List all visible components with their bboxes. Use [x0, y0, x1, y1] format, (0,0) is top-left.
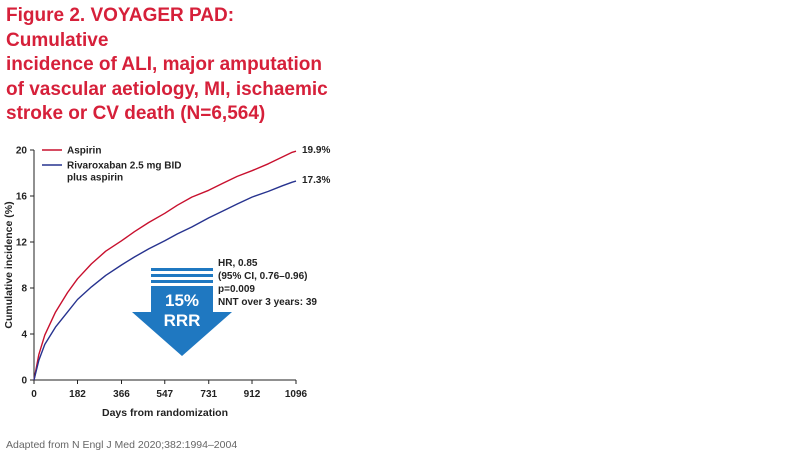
end-label-aspirin: 19.9% [302, 145, 330, 156]
x-tick-label: 912 [244, 389, 261, 400]
stats-nnt: NNT over 3 years: 39 [218, 297, 317, 308]
source-citation: Adapted from N Engl J Med 2020;382:1994–… [6, 439, 238, 451]
figure-title: Figure 2. VOYAGER PAD: Cumulative incide… [6, 5, 328, 124]
x-tick-label: 182 [69, 389, 86, 400]
x-tick-label: 731 [200, 389, 217, 400]
x-tick-label: 547 [156, 389, 173, 400]
y-tick-label: 20 [16, 146, 28, 157]
y-tick-label: 4 [21, 330, 27, 341]
x-ticks: 0 182 366 547 731 912 1096 [31, 380, 308, 400]
hazard-ratio-stats: HR, 0.85 (95% CI, 0.76–0.96) p=0.009 NNT… [218, 258, 317, 308]
y-tick-label: 12 [16, 238, 28, 249]
y-ticks: 0 4 8 12 16 20 [16, 146, 34, 387]
legend-label-rivaroxaban-line1: Rivaroxaban 2.5 mg BID [67, 161, 181, 172]
y-tick-label: 0 [21, 376, 27, 387]
rrr-value: 15% [165, 291, 199, 310]
y-tick-label: 8 [21, 284, 27, 295]
series-line-rivaroxaban [33, 180, 297, 381]
rrr-arrow: 15% RRR [132, 268, 232, 356]
rrr-stripe-2 [151, 274, 213, 277]
legend-label-rivaroxaban-line2: plus aspirin [67, 173, 123, 184]
rrr-stripe-1 [151, 268, 213, 271]
rrr-arrow-shape [132, 286, 232, 356]
y-axis-label: Cumulative incidence (%) [3, 201, 15, 328]
stats-hr: HR, 0.85 [218, 258, 258, 269]
x-tick-label: 0 [31, 389, 37, 400]
series-line-aspirin [33, 150, 297, 381]
rrr-stripe-3 [151, 280, 213, 283]
legend: Aspirin Rivaroxaban 2.5 mg BID plus aspi… [42, 146, 184, 184]
stats-ci: (95% CI, 0.76–0.96) [218, 271, 308, 282]
x-tick-label: 366 [113, 389, 130, 400]
stats-p: p=0.009 [218, 284, 255, 295]
x-axis-label: Days from randomization [102, 407, 228, 419]
rrr-label: RRR [164, 311, 201, 330]
x-tick-label: 1096 [285, 389, 308, 400]
legend-label-aspirin: Aspirin [67, 146, 101, 157]
y-tick-label: 16 [16, 192, 28, 203]
end-label-rivaroxaban: 17.3% [302, 175, 330, 186]
series-lines [33, 150, 297, 381]
legend-label-rivaroxaban: Rivaroxaban 2.5 mg BID plus aspirin [67, 161, 184, 184]
